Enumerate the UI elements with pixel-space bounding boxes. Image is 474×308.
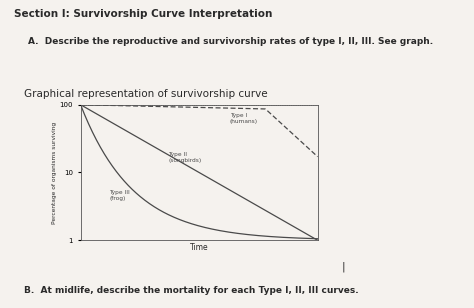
Text: Type III
(frog): Type III (frog) — [109, 190, 130, 201]
X-axis label: Time: Time — [190, 243, 209, 252]
Y-axis label: Percentage of organisms surviving: Percentage of organisms surviving — [52, 121, 57, 224]
Text: |: | — [341, 262, 345, 272]
Text: B.  At midlife, describe the mortality for each Type I, II, III curves.: B. At midlife, describe the mortality fo… — [24, 286, 358, 295]
Text: Graphical representation of survivorship curve: Graphical representation of survivorship… — [24, 89, 267, 99]
Text: A.  Describe the reproductive and survivorship rates of type I, II, III. See gra: A. Describe the reproductive and survivo… — [28, 37, 434, 46]
Text: Type II
(songbirds): Type II (songbirds) — [168, 152, 201, 163]
Text: Type I
(humans): Type I (humans) — [230, 113, 258, 124]
Text: Section I: Survivorship Curve Interpretation: Section I: Survivorship Curve Interpreta… — [14, 9, 273, 19]
